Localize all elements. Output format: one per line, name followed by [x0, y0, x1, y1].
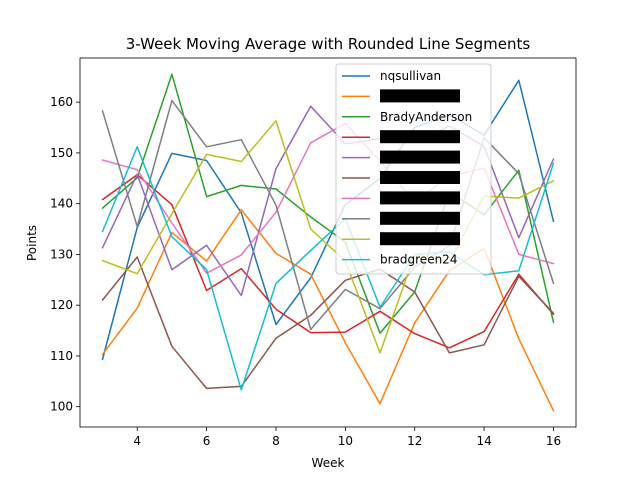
- y-axis-label: Points: [25, 225, 39, 261]
- chart-title: 3-Week Moving Average with Rounded Line …: [126, 35, 531, 53]
- axes-frame: [79, 57, 577, 428]
- series-line-4: [101, 173, 555, 349]
- x-tick-label: 16: [546, 434, 561, 448]
- plot-area: 4 6 8 10 12 14 16 100 110 120 130 140 150 160 nqsulliv…: [50, 57, 577, 448]
- x-axis-label: Week: [312, 456, 345, 470]
- legend-redaction-9: [380, 232, 460, 246]
- legend-redaction-8: [380, 211, 460, 225]
- y-tick-label: 100: [50, 400, 73, 414]
- legend-redaction-6: [380, 171, 460, 184]
- legend-label-10: bradgreen24: [380, 253, 457, 267]
- legend: nqsullivan BradyAnderson bradgreen24: [335, 63, 492, 275]
- x-tick-label: 8: [272, 434, 280, 448]
- legend-redaction-7: [380, 191, 460, 205]
- legend-redaction-4: [380, 130, 460, 144]
- series-line-6: [101, 256, 555, 390]
- legend-label-3: BradyAnderson: [380, 110, 472, 124]
- legend-redaction-2: [380, 89, 460, 103]
- y-tick-label: 130: [50, 247, 73, 261]
- y-tick-label: 140: [50, 197, 73, 211]
- legend-label-1: nqsullivan: [380, 69, 441, 83]
- y-tick-label: 160: [50, 95, 73, 109]
- legend-redaction-5: [380, 150, 460, 164]
- x-tick-label: 4: [133, 434, 141, 448]
- y-tick-label: 110: [50, 349, 73, 363]
- y-tick-label: 120: [50, 298, 73, 312]
- x-tick-label: 14: [476, 434, 491, 448]
- x-tick-label: 6: [203, 434, 211, 448]
- y-tick-label: 150: [50, 146, 73, 160]
- x-tick-label: 12: [407, 434, 422, 448]
- x-tick-label: 10: [338, 434, 353, 448]
